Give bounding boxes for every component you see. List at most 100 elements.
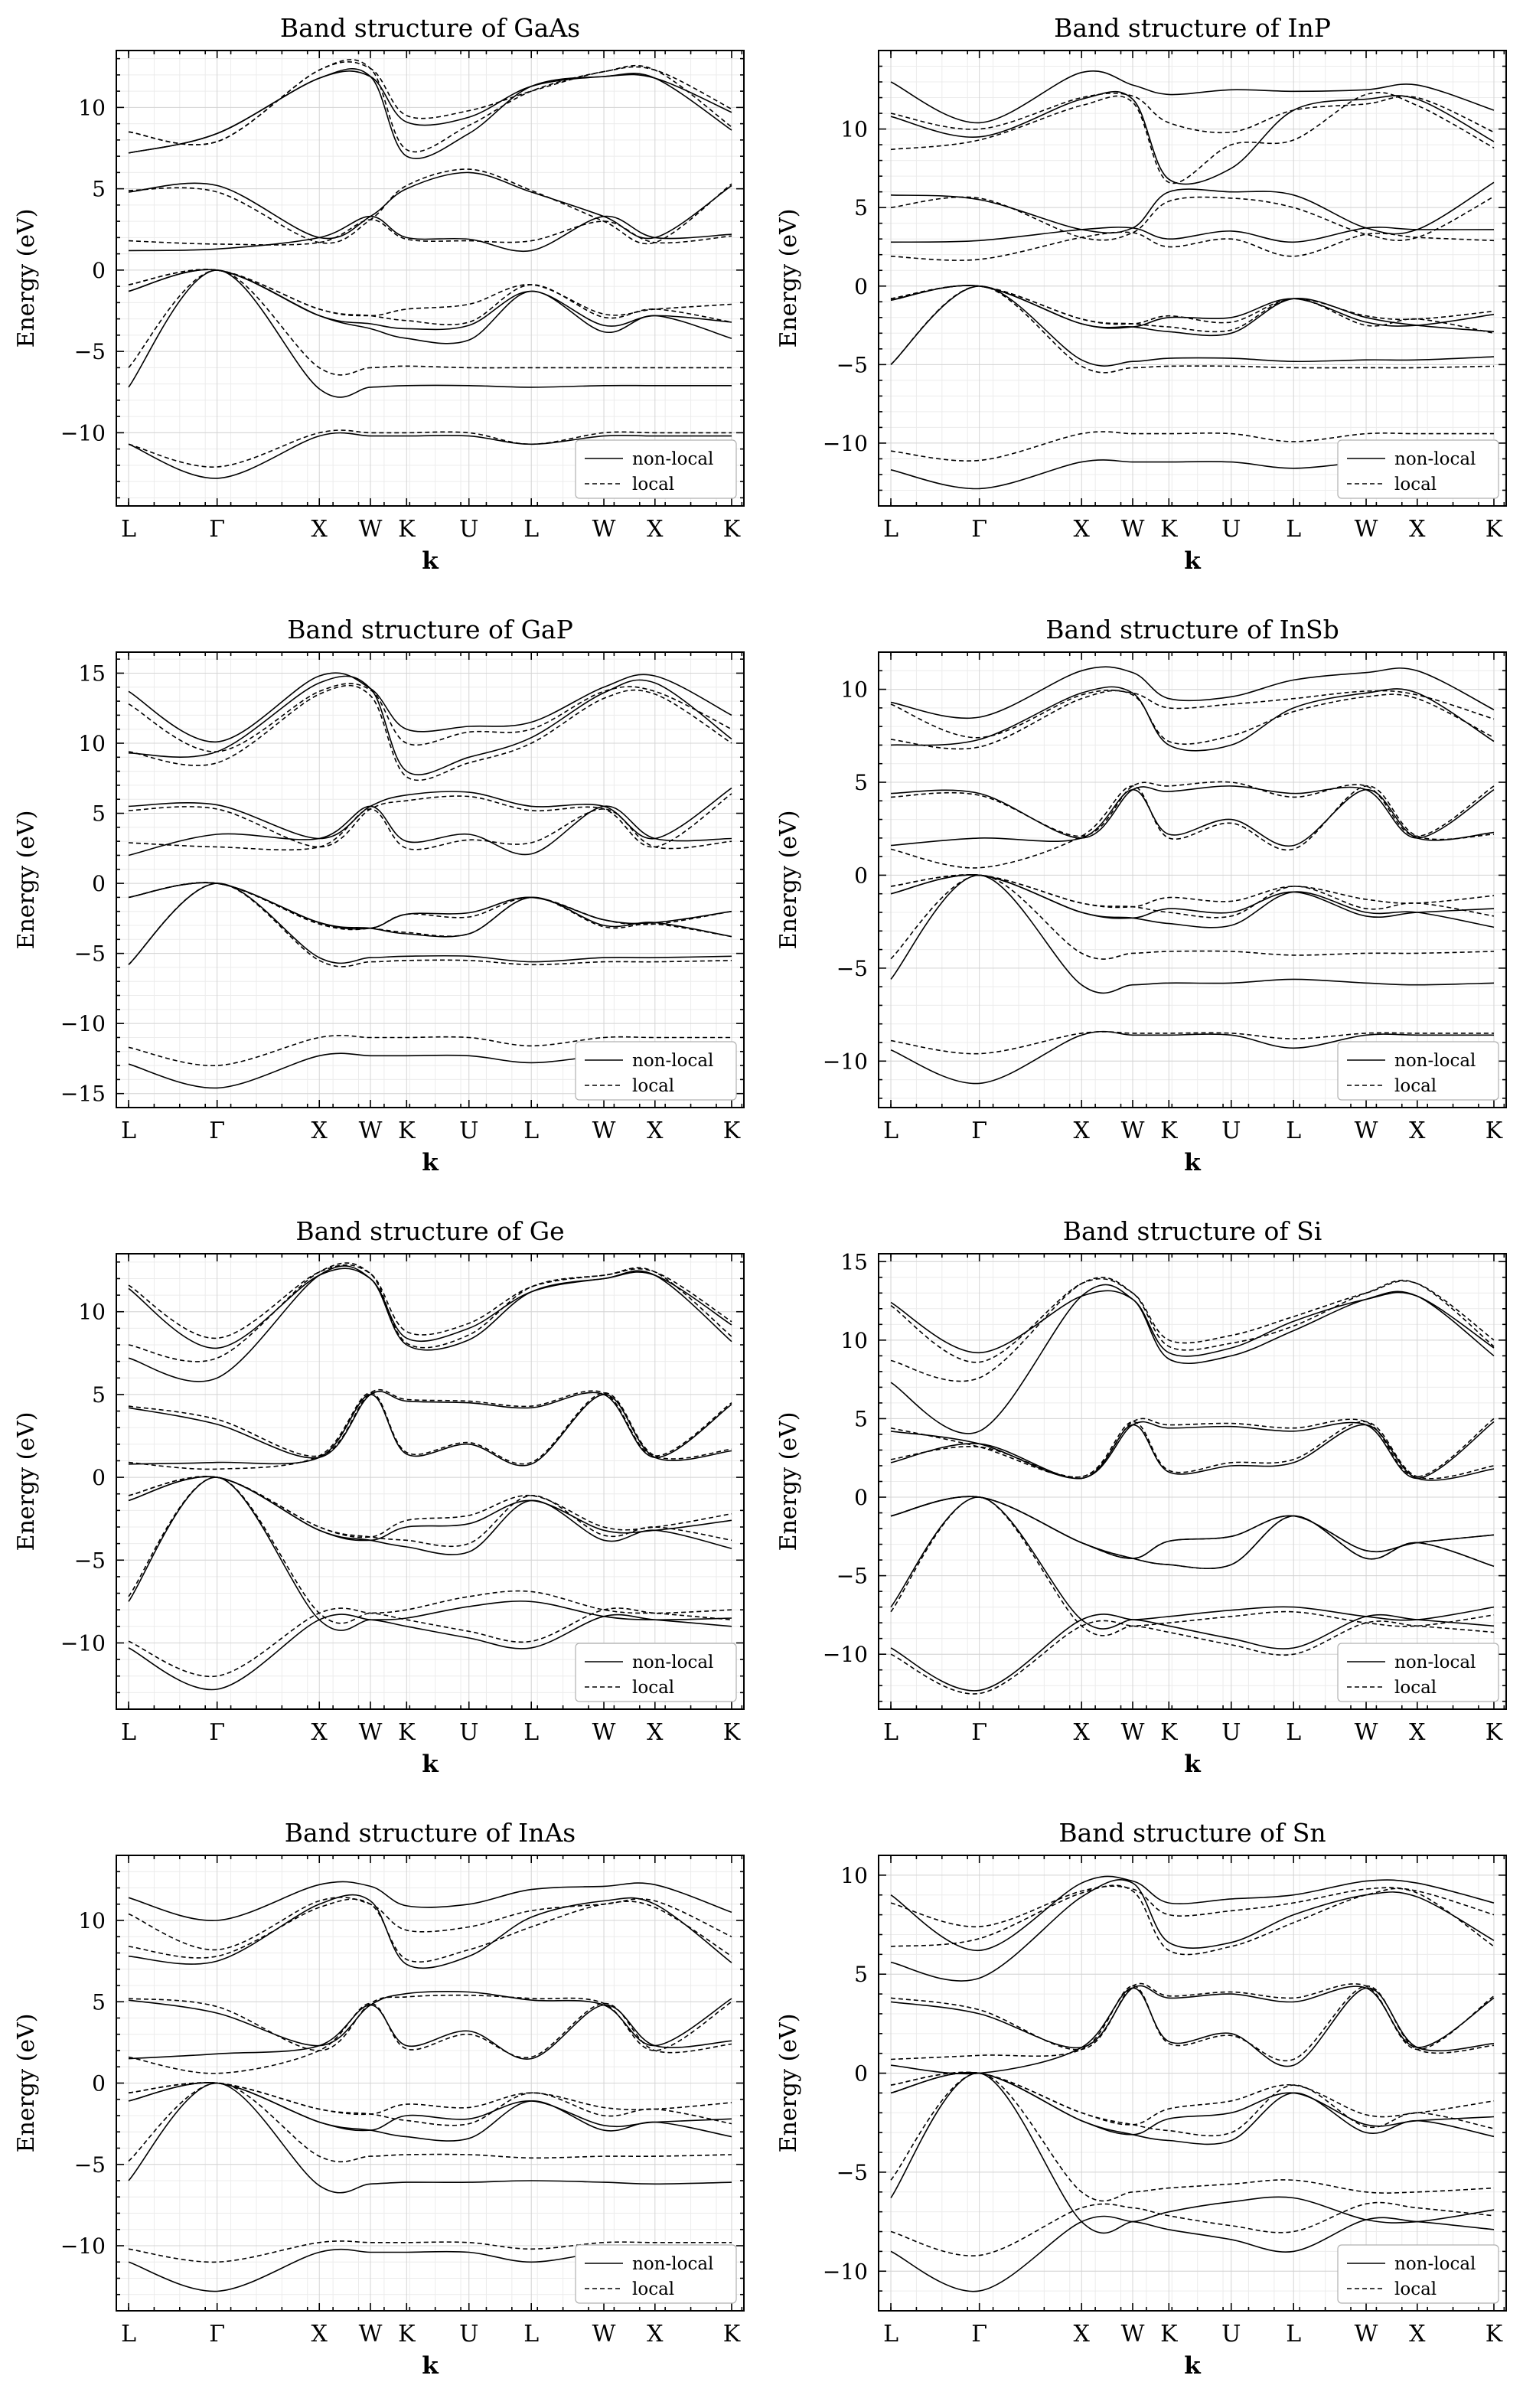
local-band-line-0: [128, 1607, 732, 1678]
x-tick-label: X: [1409, 1118, 1426, 1144]
legend-label: non-local: [632, 449, 713, 469]
nonlocal-band-line-1: [890, 285, 1495, 367]
nonlocal-band-line-2: [128, 269, 732, 331]
local-band-line-3: [128, 1476, 732, 1538]
local-band-line-2: [890, 1496, 1495, 1569]
x-tick-label: X: [311, 516, 328, 543]
local-band-line-2: [890, 874, 1495, 909]
y-tick-label: −10: [60, 2233, 106, 2259]
nonlocal-band-line-1: [128, 883, 732, 965]
x-tick-label: K: [398, 2321, 416, 2348]
y-tick-label: 15: [78, 661, 106, 686]
plot-frame: [116, 50, 745, 507]
local-band-line-1: [128, 883, 732, 967]
local-band-line-4: [128, 808, 732, 851]
x-tick-label: U: [459, 516, 478, 543]
y-axis-label: Energy (eV): [13, 811, 40, 950]
y-tick-label: 0: [92, 2071, 106, 2096]
x-axis-label: k: [422, 2352, 439, 2380]
local-band-line-3: [128, 269, 732, 325]
legend-label: non-local: [632, 1051, 713, 1071]
y-tick-label: 5: [92, 801, 106, 827]
local-band-line-7: [890, 1277, 1495, 1363]
panel-title: Band structure of Sn: [1058, 1818, 1326, 1848]
x-tick-label: Γ: [971, 1719, 987, 1746]
nonlocal-band-line-5: [128, 787, 732, 840]
x-tick-label: U: [1221, 1118, 1241, 1144]
nonlocal-band-line-5: [128, 1991, 732, 2047]
x-tick-label: L: [883, 1719, 898, 1746]
x-tick-label: W: [359, 1719, 383, 1746]
y-tick-label: −10: [60, 420, 106, 445]
local-band-line-5: [890, 1982, 1495, 2051]
x-tick-label: W: [1355, 516, 1378, 543]
nonlocal-band-line-1: [890, 874, 1495, 994]
x-tick-label: K: [1485, 516, 1503, 543]
y-tick-label: 0: [854, 2061, 868, 2087]
y-tick-label: 10: [840, 117, 868, 142]
local-band-line-3: [890, 2071, 1495, 2137]
local-band-line-0: [128, 429, 732, 468]
legend-label: non-local: [1394, 1653, 1476, 1672]
x-tick-label: W: [1355, 1719, 1378, 1746]
nonlocal-band-line-6: [128, 1265, 732, 1382]
local-band-line-5: [128, 793, 732, 848]
local-band-line-6: [128, 1898, 732, 1963]
y-tick-label: 5: [92, 177, 106, 202]
nonlocal-band-line-3: [128, 2082, 732, 2132]
local-band-line-6: [890, 1884, 1495, 1956]
x-tick-label: K: [1160, 1719, 1178, 1746]
local-band-line-5: [890, 781, 1495, 837]
local-band-line-1: [890, 874, 1495, 960]
x-tick-label: W: [359, 2321, 383, 2348]
nonlocal-band-line-2: [890, 1496, 1495, 1569]
y-tick-label: −5: [74, 339, 106, 364]
x-tick-label: K: [723, 1118, 741, 1144]
nonlocal-band-line-6: [890, 1879, 1495, 1982]
plot-frame: [116, 1253, 745, 1710]
nonlocal-band-line-0: [890, 2215, 1495, 2292]
x-tick-label: U: [459, 1719, 478, 1746]
x-tick-label: L: [883, 2321, 898, 2348]
nonlocal-band-line-1: [128, 269, 732, 398]
nonlocal-band-line-6: [890, 686, 1495, 752]
nonlocal-band-line-4: [128, 1394, 732, 1467]
y-tick-label: −10: [823, 1642, 868, 1667]
nonlocal-band-line-4: [128, 2004, 732, 2060]
panel-title: Band structure of Ge: [295, 1216, 564, 1246]
nonlocal-band-line-1: [128, 1476, 732, 1631]
x-tick-label: K: [723, 516, 741, 543]
x-tick-label: L: [523, 1118, 539, 1144]
x-tick-label: L: [1286, 2321, 1301, 2348]
y-tick-label: 5: [854, 195, 868, 220]
nonlocal-band-line-3: [128, 882, 732, 930]
x-tick-label: U: [1221, 516, 1241, 543]
x-tick-label: X: [1409, 2321, 1426, 2348]
x-tick-label: W: [1121, 1118, 1145, 1144]
y-tick-label: −5: [837, 352, 868, 377]
local-band-line-4: [128, 2002, 732, 2074]
nonlocal-band-line-3: [128, 269, 732, 344]
nonlocal-band-line-3: [890, 2071, 1495, 2136]
x-tick-label: K: [398, 1719, 416, 1746]
x-axis-label: k: [1184, 1149, 1202, 1176]
plot-frame: [878, 50, 1507, 507]
local-band-line-3: [890, 874, 1495, 918]
nonlocal-band-line-6: [128, 675, 732, 775]
local-band-line-0: [128, 1034, 732, 1066]
x-tick-label: L: [1286, 1719, 1301, 1746]
y-tick-label: −5: [74, 2152, 106, 2178]
x-tick-label: X: [311, 1719, 328, 1746]
x-tick-label: X: [1074, 516, 1091, 543]
nonlocal-band-line-3: [890, 874, 1495, 919]
y-tick-label: 5: [854, 1962, 868, 1987]
x-tick-label: U: [459, 2321, 478, 2348]
nonlocal-band-line-5: [128, 171, 732, 240]
nonlocal-band-line-4: [128, 215, 732, 253]
y-tick-label: −10: [823, 431, 868, 456]
x-tick-label: X: [1074, 2321, 1091, 2348]
x-tick-label: W: [1121, 1719, 1145, 1746]
y-tick-label: 5: [92, 1989, 106, 2015]
